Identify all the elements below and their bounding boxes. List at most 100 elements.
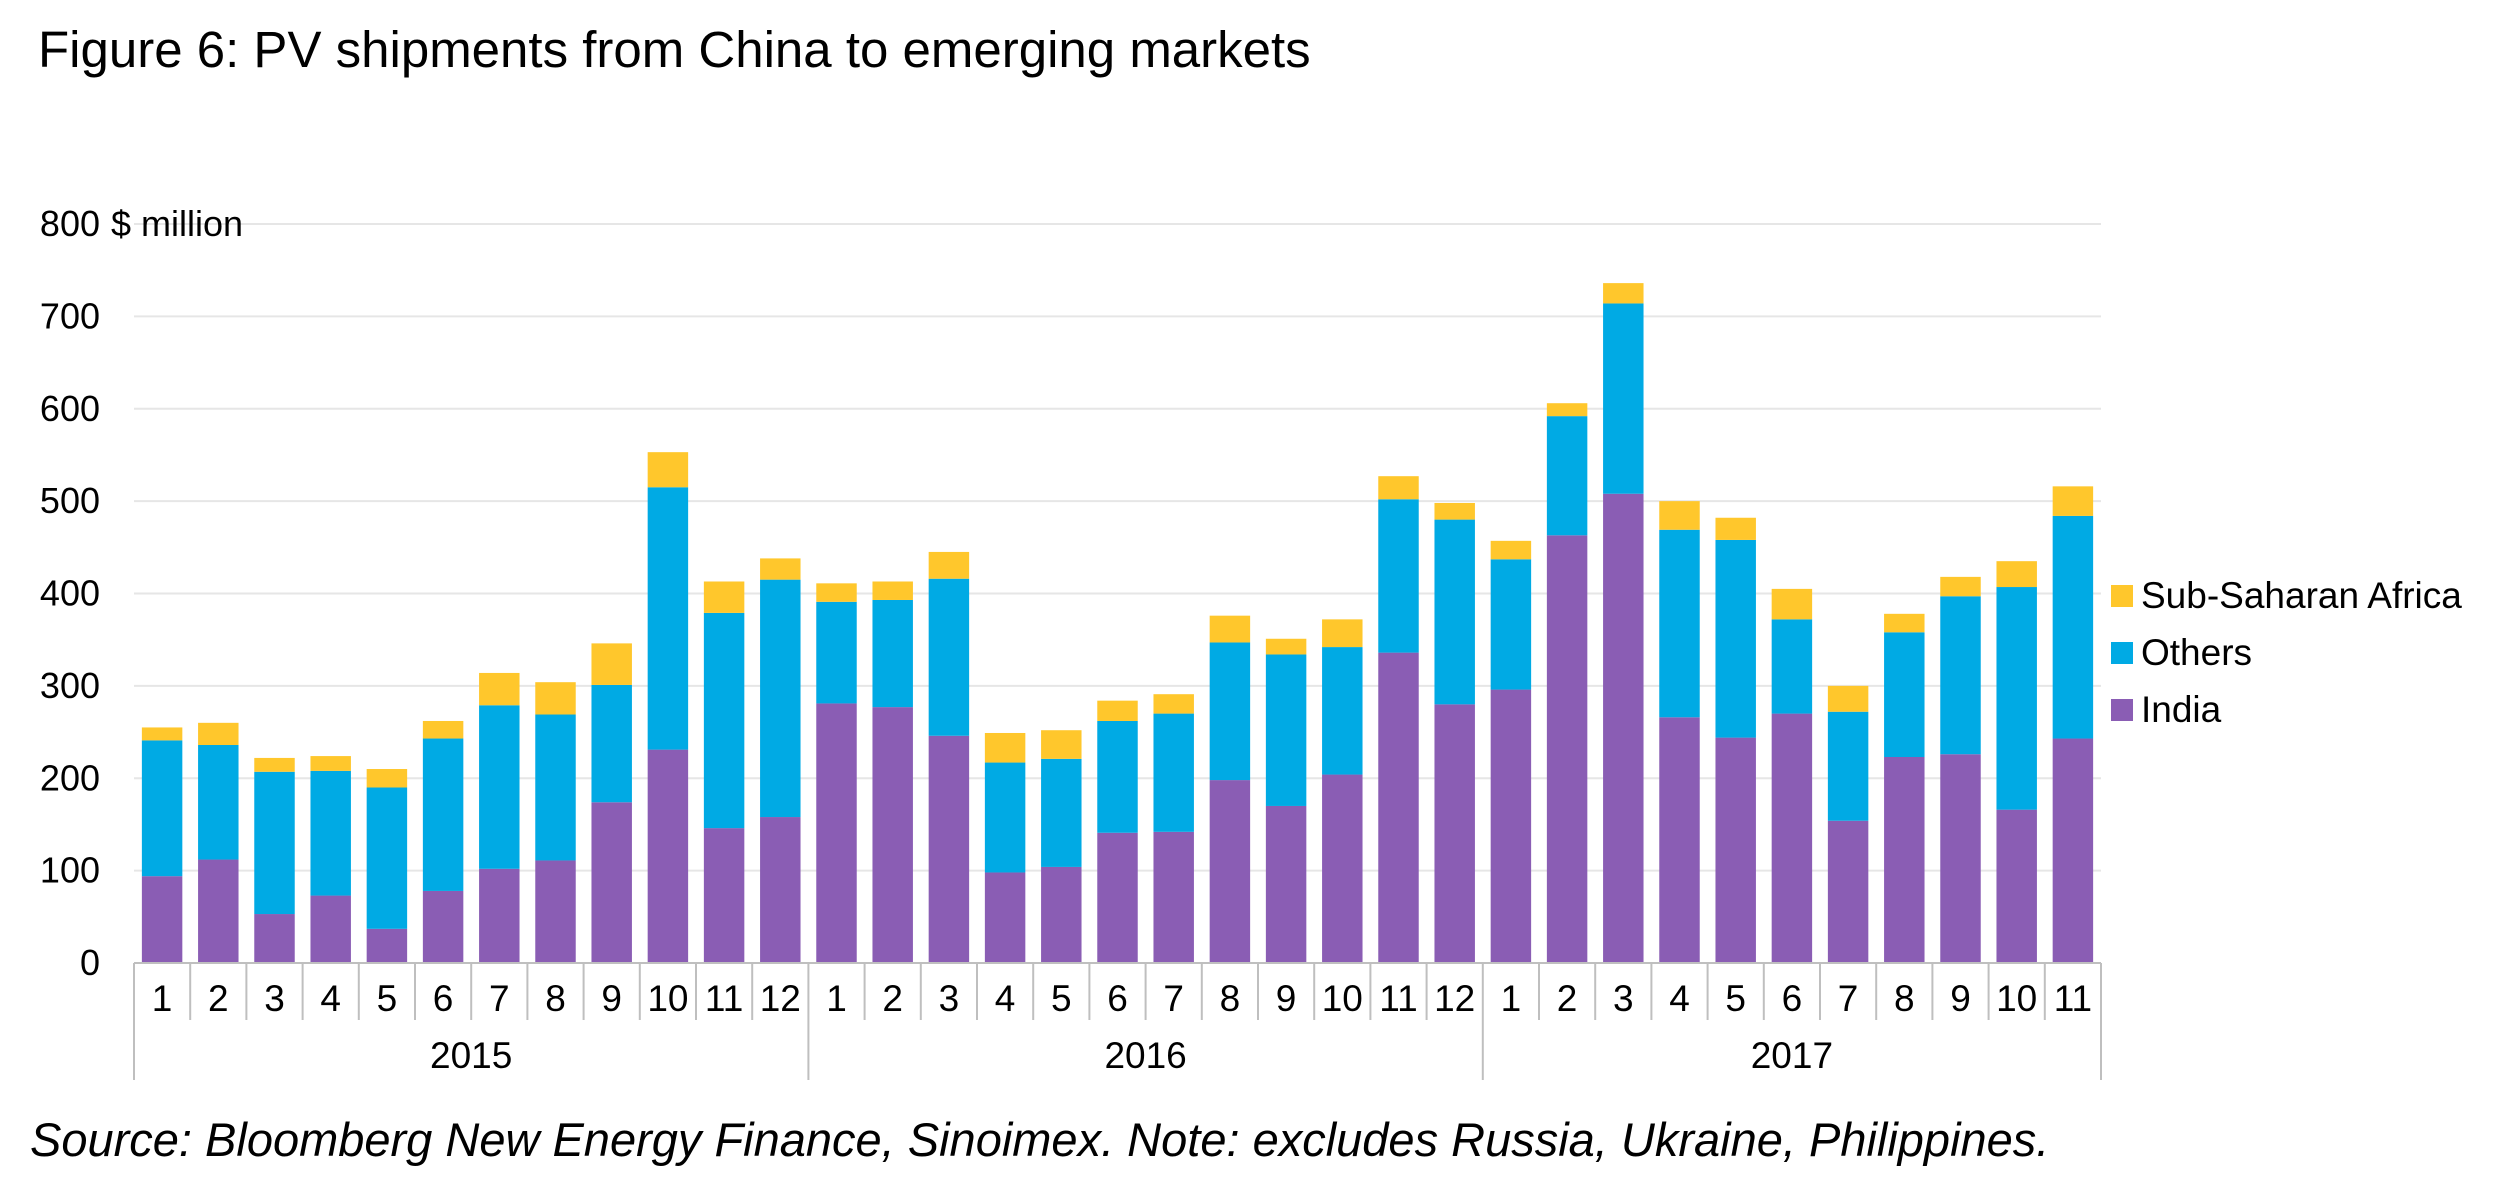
bar-others-8 — [535, 714, 576, 861]
y-tick-label: 200 — [40, 757, 100, 798]
bar-others-23 — [1378, 499, 1419, 653]
y-tick-label: 100 — [40, 850, 100, 891]
y-tick-labels: 0 100 200 300 400 500 600 700 800 $ million — [40, 203, 243, 983]
bar-others-24 — [1434, 519, 1475, 705]
x-tick-label: 3 — [264, 978, 285, 1019]
group-label: 2015 — [430, 1035, 512, 1076]
bar-india-34 — [1996, 809, 2037, 963]
bar-sub-saharan-africa-13 — [816, 583, 857, 602]
x-tick-label: 11 — [2054, 978, 2092, 1019]
bar-others-25 — [1490, 559, 1532, 690]
bar-sub-saharan-africa-15 — [928, 551, 970, 579]
x-tick-label: 2 — [208, 978, 229, 1019]
x-tick-label: 12 — [1434, 978, 1475, 1019]
bar-india-4 — [310, 895, 351, 963]
bar-india-20 — [1209, 780, 1251, 963]
bar-others-29 — [1715, 539, 1756, 738]
bar-others-35 — [2052, 515, 2094, 739]
bar-india-15 — [928, 735, 970, 963]
bar-sub-saharan-africa-14 — [872, 581, 913, 600]
bar-sub-saharan-africa-19 — [1153, 694, 1194, 714]
bar-sub-saharan-africa-32 — [1884, 613, 1925, 633]
x-tick-label: 3 — [1613, 978, 1634, 1019]
bar-sub-saharan-africa-1 — [141, 727, 183, 741]
y-axis-label: $ million — [111, 203, 243, 244]
bar-sub-saharan-africa-2 — [198, 722, 239, 745]
bar-sub-saharan-africa-33 — [1940, 576, 1981, 597]
x-tick-label: 10 — [1996, 978, 2037, 1019]
bar-india-33 — [1940, 754, 1981, 963]
y-tick-label: 0 — [80, 942, 100, 983]
legend-swatch — [2111, 585, 2133, 607]
bar-sub-saharan-africa-7 — [479, 672, 520, 706]
group-label: 2016 — [1104, 1035, 1186, 1076]
x-tick-label: 11 — [1379, 978, 1417, 1019]
x-tick-label: 9 — [1276, 978, 1297, 1019]
bar-others-15 — [928, 578, 970, 736]
bar-india-35 — [2052, 738, 2094, 963]
x-tick-label: 6 — [433, 978, 454, 1019]
bar-india-30 — [1771, 713, 1813, 963]
bar-india-5 — [366, 928, 408, 963]
x-tick-label: 8 — [1220, 978, 1241, 1019]
source-note: Source: Bloomberg New Energy Finance, Si… — [30, 1113, 2050, 1166]
bar-sub-saharan-africa-24 — [1434, 502, 1475, 520]
bar-others-21 — [1265, 654, 1307, 806]
bar-others-26 — [1546, 416, 1588, 536]
bar-sub-saharan-africa-11 — [703, 581, 745, 613]
group-label: 2017 — [1751, 1035, 1833, 1076]
bar-sub-saharan-africa-30 — [1771, 588, 1813, 620]
bar-sub-saharan-africa-18 — [1097, 700, 1138, 721]
bar-others-9 — [591, 684, 632, 803]
bar-sub-saharan-africa-35 — [2052, 486, 2094, 516]
bar-sub-saharan-africa-5 — [366, 769, 408, 788]
bar-india-21 — [1265, 805, 1307, 963]
bar-india-11 — [703, 828, 745, 963]
bar-sub-saharan-africa-25 — [1490, 540, 1532, 560]
bar-sub-saharan-africa-26 — [1546, 403, 1588, 417]
bar-sub-saharan-africa-6 — [422, 720, 464, 739]
x-tick-label: 5 — [1725, 978, 1746, 1019]
bar-others-34 — [1996, 587, 2037, 810]
x-tick-label: 12 — [760, 978, 801, 1019]
x-tick-label: 5 — [1051, 978, 1072, 1019]
axes — [133, 962, 2102, 1080]
y-tick-label: 300 — [40, 665, 100, 706]
y-tick-label: 800 — [40, 203, 100, 244]
bar-india-26 — [1546, 535, 1588, 963]
legend-swatch — [2111, 642, 2133, 664]
bar-sub-saharan-africa-21 — [1265, 638, 1307, 655]
x-tick-label: 4 — [320, 978, 341, 1019]
x-tick-label: 3 — [939, 978, 960, 1019]
bar-others-14 — [872, 599, 913, 708]
bar-india-24 — [1434, 704, 1475, 963]
bar-india-23 — [1378, 652, 1419, 963]
bar-india-12 — [760, 817, 801, 963]
bar-others-10 — [647, 487, 689, 750]
bar-sub-saharan-africa-31 — [1827, 685, 1869, 712]
bar-sub-saharan-africa-3 — [254, 757, 295, 772]
bar-india-19 — [1153, 831, 1194, 963]
bar-india-25 — [1490, 689, 1532, 963]
x-tick-label: 4 — [995, 978, 1016, 1019]
bar-india-28 — [1659, 717, 1700, 963]
x-tick-label: 9 — [1950, 978, 1971, 1019]
bar-india-3 — [254, 914, 295, 963]
bar-sub-saharan-africa-4 — [310, 756, 351, 771]
legend-swatch — [2111, 699, 2133, 721]
x-tick-label: 8 — [1894, 978, 1915, 1019]
bar-others-28 — [1659, 529, 1700, 718]
x-tick-label: 10 — [1322, 978, 1363, 1019]
x-tick-label: 7 — [489, 978, 510, 1019]
bar-others-33 — [1940, 596, 1981, 755]
x-tick-label: 7 — [1163, 978, 1184, 1019]
x-tick-label: 2 — [882, 978, 903, 1019]
bar-india-16 — [984, 872, 1026, 963]
x-tick-label: 1 — [826, 978, 847, 1019]
bar-sub-saharan-africa-22 — [1322, 619, 1363, 648]
y-tick-label: 700 — [40, 295, 100, 336]
bar-india-14 — [872, 707, 913, 963]
bar-others-5 — [366, 787, 408, 929]
bar-others-16 — [984, 762, 1026, 873]
